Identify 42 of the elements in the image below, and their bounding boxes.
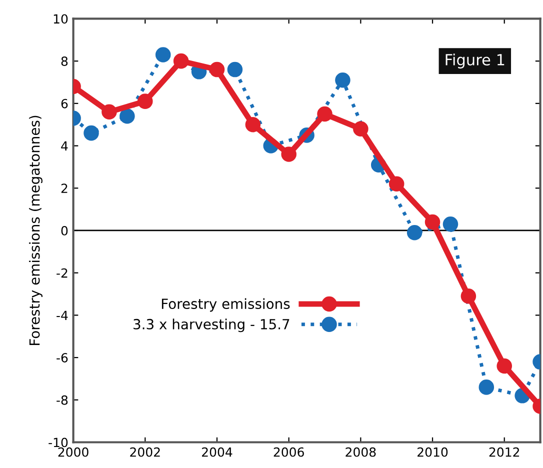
x-tick-label: 2000 [58,447,88,457]
point [496,358,512,374]
y-tick-label: 6 [61,98,68,108]
x-tick-label: 2012 [489,447,520,457]
point [120,108,135,124]
x-tick-label: 2006 [274,447,304,457]
point [388,176,404,192]
point [102,104,117,120]
y-tick-label: -6 [56,353,68,362]
annotation: Figure 1 [446,54,504,68]
point [353,121,368,136]
x-tick-label: 2008 [346,447,376,457]
point [84,125,99,141]
y-axis-title: Forestry emissions (megatonnes) [29,116,42,345]
point [281,146,296,162]
point [424,214,440,230]
point [173,53,189,69]
y-tick-label: -4 [56,310,68,320]
x-tick-label: 2010 [418,447,448,457]
point [335,72,350,88]
point [460,288,476,304]
y-tick-label: 8 [61,56,68,66]
y-tick-label: 4 [61,141,68,151]
legend-label: 3.3 x harvesting - 15.7 [134,318,290,332]
y-tick-label: 2 [61,184,68,193]
point [478,380,494,395]
point [155,47,171,62]
point [209,62,225,78]
point [406,224,422,240]
point [227,62,243,78]
x-tick-label: 2004 [202,447,232,457]
point [442,216,458,232]
x-tick-label: 2002 [130,447,160,457]
y-tick-label: 10 [54,14,68,24]
y-tick-label: -2 [56,268,68,278]
y-tick-label: 0 [61,226,68,236]
legend-label: Forestry emissions [162,298,290,312]
point [245,116,261,132]
y-tick-label: -8 [56,395,68,405]
y-tick-label: -10 [48,438,68,448]
point [317,106,332,122]
point [138,94,153,109]
